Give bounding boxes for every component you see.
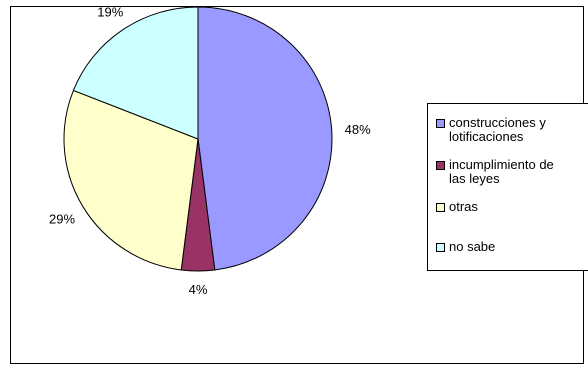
- data-label-incumplimiento: 4%: [189, 282, 208, 297]
- pie-chart: 48% 4% 29% 19%: [49, 7, 371, 297]
- legend-label-construcciones: construcciones y lotificaciones: [449, 115, 546, 144]
- legend-swatch-construcciones: [436, 119, 445, 128]
- legend-label-no-sabe: no sabe: [449, 239, 496, 254]
- legend-label-otras: otras: [449, 199, 478, 214]
- legend: construcciones y lotificaciones incumplim…: [427, 103, 588, 271]
- pie-slice-otras: [63, 89, 199, 271]
- legend-item-otras: otras: [436, 200, 586, 214]
- legend-swatch-incumplimiento: [436, 161, 445, 170]
- pie-slice-construcciones: [197, 7, 333, 271]
- pie-slice-no-sabe: [72, 7, 199, 140]
- chart-area: 48% 4% 29% 19% construcciones y lotificacion…: [10, 6, 588, 364]
- legend-item-no-sabe: no sabe: [436, 240, 586, 254]
- data-label-construcciones: 48%: [345, 122, 371, 137]
- legend-label-incumplimiento: incumplimiento de las leyes: [449, 157, 554, 186]
- data-label-no-sabe: 19%: [97, 7, 123, 20]
- data-label-otras: 29%: [49, 211, 75, 226]
- legend-swatch-otras: [436, 203, 445, 212]
- legend-swatch-no-sabe: [436, 243, 445, 252]
- legend-item-incumplimiento: incumplimiento de las leyes: [436, 158, 586, 186]
- legend-item-construcciones: construcciones y lotificaciones: [436, 116, 586, 144]
